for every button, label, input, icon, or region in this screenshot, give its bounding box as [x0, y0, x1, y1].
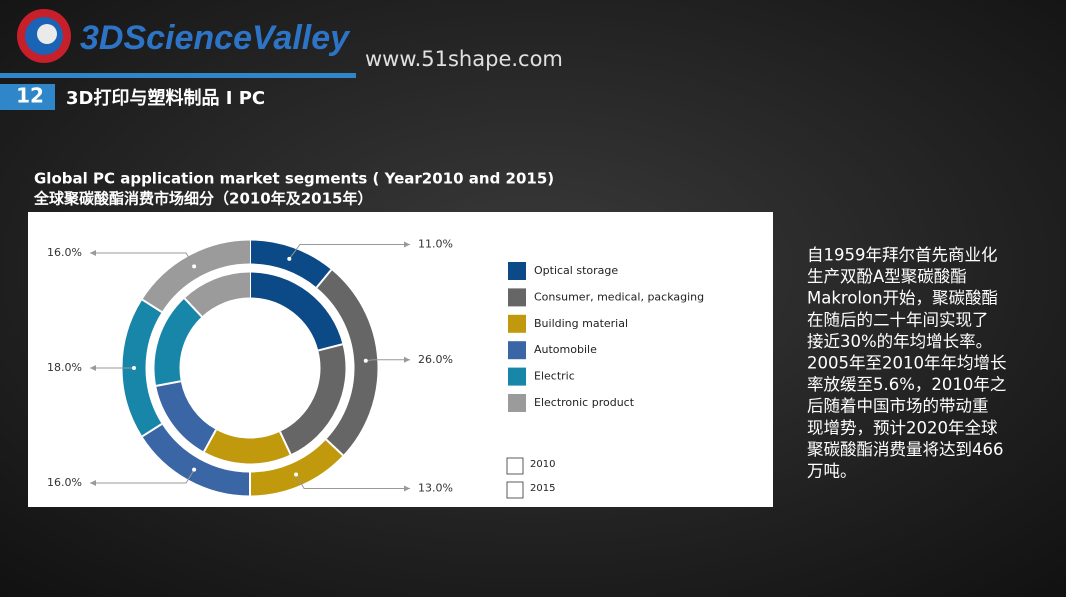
leader-arrow [404, 241, 410, 248]
leader-line [365, 359, 410, 362]
header-bar [0, 73, 356, 78]
leader-dot [287, 256, 292, 261]
segment-separator [183, 297, 203, 318]
body-line: 万吨。 [807, 462, 857, 481]
legend-label: Optical storage [534, 264, 618, 277]
leader-dot [132, 366, 136, 370]
leader-arrow [90, 249, 96, 256]
legend-swatch [508, 288, 526, 307]
legend-label: Automobile [534, 343, 597, 356]
body-line: 聚碳酸酯消费量将达到466 [807, 440, 1004, 459]
body-line: 现增势，预计2020年全球 [807, 418, 998, 437]
donut-segment [249, 272, 343, 351]
segment-separator [156, 380, 181, 387]
segment-separator [141, 423, 163, 438]
leader-line [90, 252, 195, 267]
data-label: 26.0% [418, 353, 453, 366]
donut-segment [154, 298, 203, 386]
segment-separator [279, 431, 292, 455]
leader-dot [363, 358, 368, 363]
slide-number: 12 [16, 84, 44, 108]
body-line: 2005年至2010年年均增长 [807, 354, 1006, 373]
data-label: 18.0% [47, 361, 82, 374]
legend-label: Building material [534, 317, 628, 330]
slide-number-box [0, 84, 55, 110]
leader-dot [192, 264, 197, 269]
segment-separator [141, 298, 163, 313]
series-legend-box [506, 481, 524, 499]
series-legend-label: 2015 [530, 483, 555, 494]
series-legend-label: 2010 [530, 459, 555, 470]
data-label: 11.0% [418, 238, 453, 251]
data-label: 16.0% [47, 246, 82, 259]
leader-arrow [90, 365, 96, 371]
logo-icon [17, 9, 71, 63]
legend-label: Electric [534, 370, 575, 383]
legend-swatch [508, 314, 526, 333]
leader-dot [192, 467, 197, 472]
legend-swatch [508, 367, 526, 386]
leader-line [288, 244, 410, 260]
donut-segment [203, 429, 291, 464]
donut-segment [279, 344, 346, 455]
segment-separator [315, 269, 333, 289]
legend-swatch [508, 394, 526, 412]
donut-segment [156, 380, 217, 452]
body-line: 接近30%的年均增长率。 [807, 332, 992, 351]
leader-line [295, 474, 410, 489]
segment-separator [318, 343, 343, 352]
legend-swatch [508, 341, 526, 360]
chart: 11.0% 26.0% 13.0% 16.0% 18.0% 16.0% Optical st… [47, 238, 704, 499]
body-line: Makrolon开始，聚碳酸酯 [807, 289, 998, 308]
leader-line [90, 469, 195, 484]
body-line: 生产双酚A型聚碳酸酯 [807, 267, 967, 286]
leader-arrow [404, 485, 410, 492]
chart-subtitle: 全球聚碳酸酯消费市场细分（2010年及2015年） [33, 190, 373, 208]
body-line: 率放缓至5.6%，2010年之 [807, 375, 1006, 394]
data-label: 16.0% [47, 476, 82, 489]
legend-swatch [508, 262, 526, 280]
series-legend-box [506, 457, 524, 475]
body-line: 在随后的二十年间实现了 [807, 310, 989, 329]
data-label: 13.0% [418, 481, 453, 494]
chart-title: Global PC application market segments ( … [34, 170, 554, 188]
logo-text: 3DScienceValley [80, 19, 351, 57]
leader-dot [294, 472, 299, 477]
segment-separator [325, 438, 344, 457]
body-line: 自1959年拜尔首先商业化 [807, 246, 998, 265]
leader-arrow [90, 480, 96, 487]
segment-separator [203, 429, 217, 453]
donut-segment [184, 272, 251, 317]
body-line: 后随着中国市场的带动重 [807, 397, 989, 416]
legend-label: Electronic product [534, 396, 635, 409]
url: www.51shape.com [365, 47, 563, 71]
legend-label: Consumer, medical, packaging [534, 290, 704, 303]
heading: 3D打印与塑料制品 I PC [66, 87, 265, 109]
leader-arrow [404, 356, 410, 363]
